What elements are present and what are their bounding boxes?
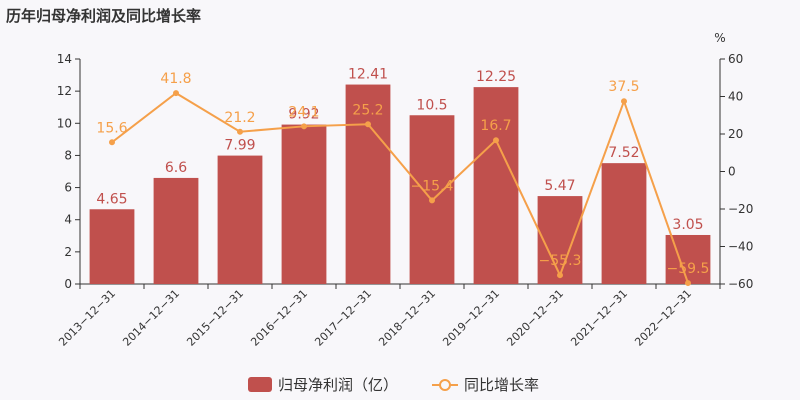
left-tick-label: 14: [57, 52, 72, 66]
left-tick-label: 4: [64, 213, 72, 227]
bar-value-label: 4.65: [96, 191, 127, 207]
bar-value-label: 3.05: [672, 217, 703, 233]
bar-value-label: 5.47: [544, 178, 575, 194]
growth-rate-line: [111, 91, 689, 284]
bar-value-label: 10.5: [416, 97, 447, 113]
growth-rate-label: 37.5: [608, 79, 639, 95]
left-tick-label: 10: [57, 116, 72, 130]
x-tick-label: 2022−12−31: [632, 287, 694, 349]
bar: [89, 209, 135, 284]
left-tick-label: 0: [64, 277, 72, 291]
x-tick-label: 2015−12−31: [184, 287, 246, 349]
data-labels-group: 4.65 6.6 7.99 9.92 12.41 10.5 12.25 5.47 7.52 3.0…: [96, 67, 709, 278]
bar: [281, 124, 327, 284]
bars-group: [89, 84, 711, 284]
growth-rate-point: [301, 123, 307, 130]
growth-rate-point: [685, 280, 691, 287]
growth-rate-label: 41.8: [160, 71, 191, 87]
growth-rate-label: 16.7: [480, 118, 511, 134]
growth-rate-point: [237, 128, 243, 135]
x-tick-label: 2021−12−31: [568, 287, 630, 349]
growth-rate-point: [621, 98, 627, 105]
bar-value-label: 12.25: [476, 69, 516, 85]
bar: [537, 196, 583, 284]
bar-value-label: 12.41: [348, 67, 388, 83]
bar-value-label: 7.52: [608, 145, 639, 161]
right-axis-unit: %: [714, 31, 725, 45]
chart-title: 历年归母净利润及同比增长率: [6, 7, 201, 25]
left-tick-label: 6: [64, 181, 72, 195]
bar-value-label: 9.92: [288, 107, 319, 123]
x-tick-label: 2014−12−31: [120, 287, 182, 349]
right-tick-label: −40: [728, 240, 753, 254]
x-tick-label: 2016−12−31: [248, 287, 310, 349]
x-tick-label: 2017−12−31: [312, 287, 374, 349]
x-tick-label: 2018−12−31: [376, 287, 438, 349]
left-tick-label: 8: [64, 148, 72, 162]
bar-value-label: 7.99: [224, 138, 255, 154]
right-tick-label: 60: [728, 52, 743, 66]
growth-rate-label: 24.1: [288, 104, 319, 120]
bar: [217, 155, 263, 284]
growth-rate-point: [493, 137, 499, 144]
growth-rate-label: −59.5: [667, 261, 710, 277]
growth-rate-label: −15.4: [411, 178, 454, 194]
growth-rate-point: [173, 90, 179, 97]
x-tick-label: 2019−12−31: [440, 287, 502, 349]
legend-line-label: 同比增长率: [464, 376, 539, 394]
growth-rate-label: 21.2: [224, 110, 255, 126]
bar: [345, 84, 391, 284]
legend-bar-swatch: [248, 377, 272, 392]
growth-rate-label: 15.6: [96, 120, 127, 136]
x-tick-label: 2013−12−31: [56, 287, 118, 349]
bar: [153, 177, 199, 284]
right-tick-label: 40: [728, 90, 743, 104]
x-tick-label: 2020−12−31: [504, 287, 566, 349]
left-tick-label: 2: [64, 245, 72, 259]
legend[interactable]: 归母净利润（亿） 同比增长率: [248, 376, 539, 394]
growth-rate-point: [557, 272, 563, 279]
right-tick-label: −20: [728, 202, 753, 216]
line-group: [109, 90, 691, 287]
bar: [473, 87, 519, 284]
growth-rate-label: −55.3: [539, 253, 582, 269]
right-tick-label: 20: [728, 127, 743, 141]
right-tick-label: −60: [728, 277, 753, 291]
bar-value-label: 6.6: [165, 160, 187, 176]
growth-rate-point: [429, 197, 435, 204]
growth-rate-point: [365, 121, 371, 128]
legend-line-marker: [439, 379, 451, 391]
right-tick-label: 0: [728, 165, 736, 179]
legend-bar-label: 归母净利润（亿）: [278, 376, 398, 394]
growth-rate-label: 25.2: [352, 102, 383, 118]
left-tick-label: 12: [57, 84, 72, 98]
growth-rate-point: [109, 139, 115, 146]
bar: [601, 163, 647, 284]
